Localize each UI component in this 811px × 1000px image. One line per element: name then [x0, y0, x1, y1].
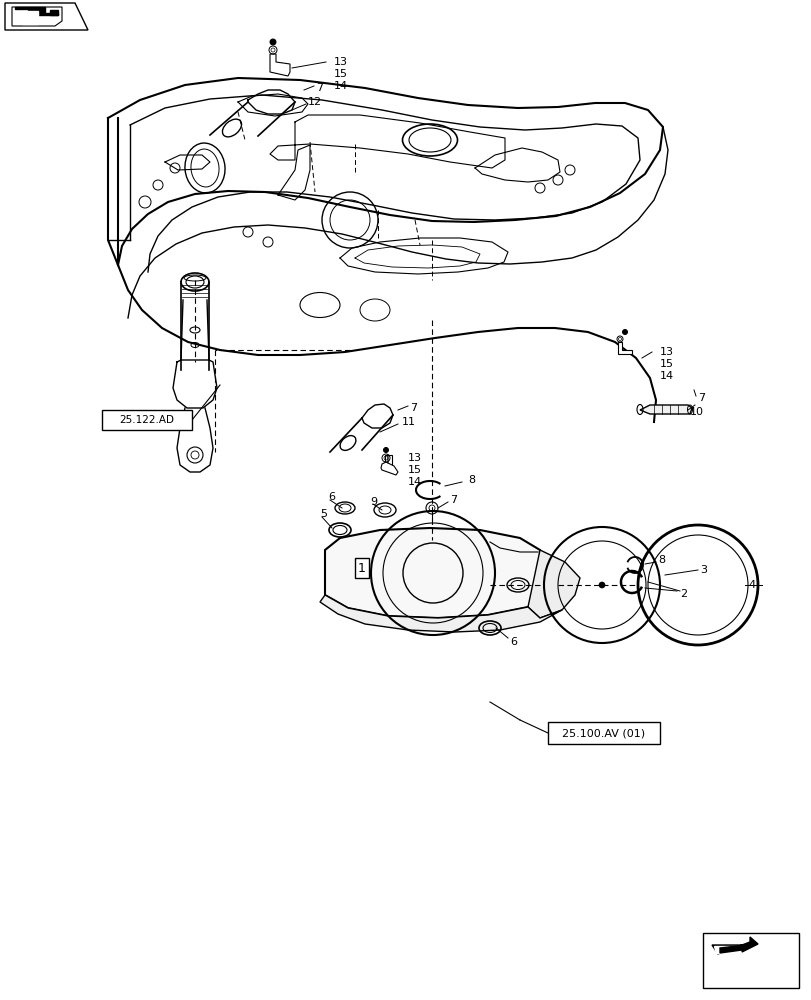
- Polygon shape: [324, 528, 539, 618]
- Text: 13: 13: [333, 57, 348, 67]
- Text: 15: 15: [659, 359, 673, 369]
- Text: 14: 14: [333, 81, 348, 91]
- Polygon shape: [639, 405, 691, 414]
- Polygon shape: [320, 595, 561, 632]
- Text: 2: 2: [679, 589, 686, 599]
- Text: 6: 6: [328, 492, 335, 502]
- Circle shape: [270, 39, 276, 45]
- Text: 13: 13: [407, 453, 422, 463]
- Polygon shape: [719, 945, 744, 953]
- Text: 7: 7: [410, 403, 417, 413]
- Bar: [102, 410, 191, 430]
- Polygon shape: [270, 54, 290, 76]
- Text: 12: 12: [307, 97, 322, 107]
- Text: 25.122.AD: 25.122.AD: [119, 415, 174, 425]
- Text: 1: 1: [358, 562, 366, 574]
- Polygon shape: [527, 550, 579, 618]
- Text: 7: 7: [449, 495, 457, 505]
- Polygon shape: [713, 946, 739, 953]
- Circle shape: [622, 330, 627, 334]
- Text: 3: 3: [699, 565, 706, 575]
- Polygon shape: [380, 462, 397, 475]
- Polygon shape: [12, 7, 62, 26]
- Polygon shape: [617, 342, 631, 354]
- Polygon shape: [22, 11, 38, 24]
- Text: 5: 5: [320, 509, 327, 519]
- Bar: [702, 933, 798, 988]
- Polygon shape: [5, 3, 88, 30]
- Text: 14: 14: [659, 371, 673, 381]
- Circle shape: [599, 582, 604, 588]
- Text: 7: 7: [315, 83, 323, 93]
- Bar: [547, 722, 659, 744]
- Text: 10: 10: [689, 407, 703, 417]
- Polygon shape: [711, 937, 757, 954]
- Polygon shape: [384, 455, 392, 466]
- Text: 14: 14: [407, 477, 422, 487]
- Text: 9: 9: [370, 497, 376, 507]
- Circle shape: [383, 448, 388, 452]
- Text: 7: 7: [697, 393, 704, 403]
- Text: 4: 4: [747, 580, 754, 590]
- Text: 11: 11: [401, 417, 415, 427]
- Text: 15: 15: [333, 69, 348, 79]
- Polygon shape: [15, 7, 58, 15]
- Text: 8: 8: [467, 475, 474, 485]
- Text: 8: 8: [657, 555, 664, 565]
- Text: 15: 15: [407, 465, 422, 475]
- Polygon shape: [50, 10, 58, 15]
- Text: 6: 6: [509, 637, 517, 647]
- Text: 25.100.AV (01): 25.100.AV (01): [562, 728, 645, 738]
- Text: 13: 13: [659, 347, 673, 357]
